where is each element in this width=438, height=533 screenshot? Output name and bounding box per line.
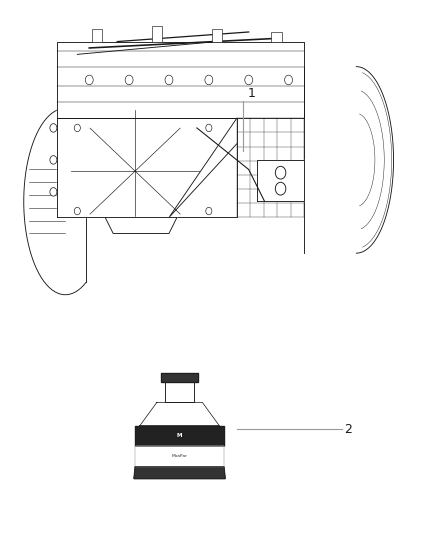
Text: 1: 1 — [247, 87, 255, 100]
Circle shape — [50, 188, 57, 196]
Circle shape — [165, 75, 173, 85]
Text: M: M — [177, 433, 182, 438]
Circle shape — [173, 427, 187, 445]
Polygon shape — [257, 160, 304, 201]
Polygon shape — [57, 42, 304, 118]
Bar — [212, 29, 222, 42]
Polygon shape — [134, 426, 225, 479]
Bar — [271, 32, 282, 42]
Circle shape — [50, 124, 57, 132]
Circle shape — [276, 182, 286, 195]
Polygon shape — [134, 467, 225, 479]
Polygon shape — [161, 373, 198, 383]
Polygon shape — [140, 402, 219, 426]
Circle shape — [74, 124, 81, 132]
Text: 2: 2 — [344, 423, 352, 435]
Circle shape — [125, 75, 133, 85]
Circle shape — [276, 166, 286, 179]
Polygon shape — [24, 108, 86, 295]
Circle shape — [205, 75, 213, 85]
Circle shape — [85, 75, 93, 85]
Polygon shape — [105, 217, 177, 233]
Circle shape — [74, 207, 81, 215]
Circle shape — [245, 75, 253, 85]
Circle shape — [206, 207, 212, 215]
Circle shape — [50, 156, 57, 164]
Circle shape — [206, 124, 212, 132]
Polygon shape — [135, 446, 224, 467]
Circle shape — [285, 75, 293, 85]
Polygon shape — [57, 118, 237, 217]
Polygon shape — [304, 67, 393, 253]
Text: MoaPar: MoaPar — [172, 454, 187, 458]
Polygon shape — [165, 383, 194, 402]
Polygon shape — [135, 426, 224, 446]
Bar — [152, 26, 162, 42]
Bar — [92, 29, 102, 42]
